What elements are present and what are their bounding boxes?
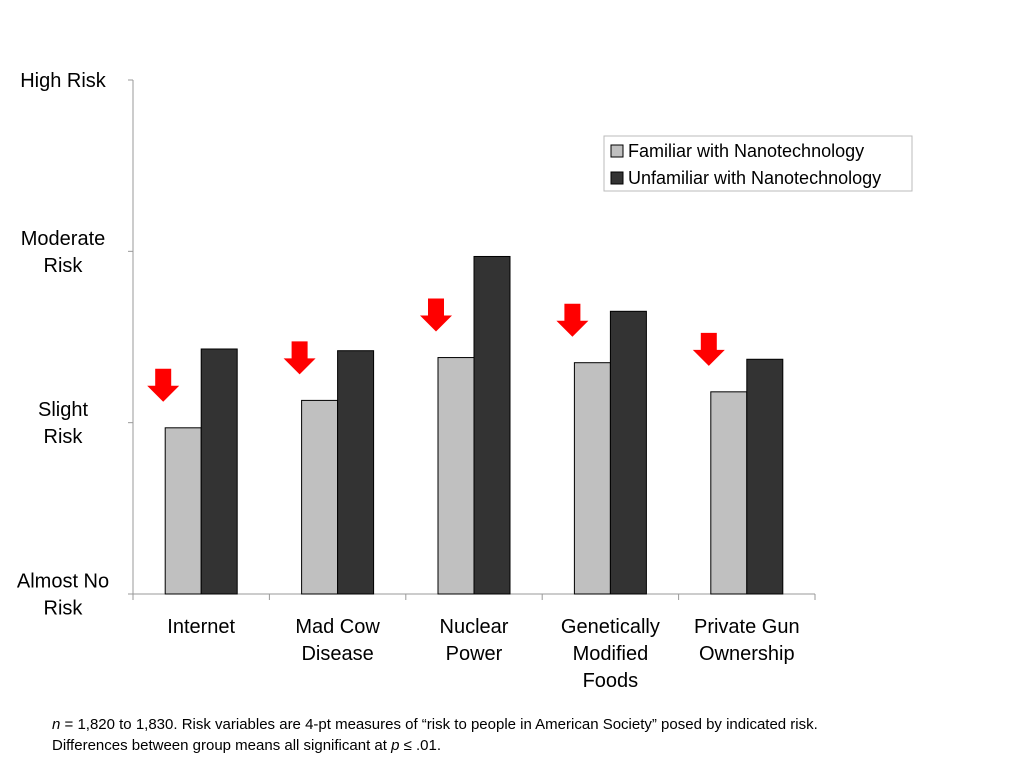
footnote-text-2: ≤ .01. bbox=[399, 737, 442, 754]
bar-unfamiliar bbox=[746, 358, 784, 595]
y-axis-labels: Almost No Risk Slight Risk Moderate Risk High … bbox=[17, 70, 109, 620]
y-tick-label: High Risk bbox=[20, 70, 107, 92]
bar-familiar bbox=[164, 427, 202, 595]
footnote: n = 1,820 to 1,830. Risk variables are 4… bbox=[52, 714, 852, 756]
x-tick-label-line: Nuclear bbox=[440, 616, 509, 638]
down-arrow bbox=[283, 341, 316, 375]
x-tick-label-line: Disease bbox=[301, 643, 373, 665]
x-tick-label: Nuclear Power bbox=[440, 616, 509, 665]
x-tick-label-line: Power bbox=[446, 643, 503, 665]
x-tick-label: Mad Cow Disease bbox=[295, 616, 380, 665]
x-tick-label-line: Foods bbox=[583, 670, 639, 692]
x-tick-label-line: Mad Cow bbox=[295, 616, 380, 638]
y-tick-label: Almost No Risk bbox=[17, 571, 109, 620]
x-tick-label: Private Gun Ownership bbox=[694, 616, 800, 665]
y-tick-label-line: Risk bbox=[44, 426, 84, 448]
down-arrow bbox=[556, 303, 589, 337]
legend-swatch bbox=[610, 144, 624, 158]
x-axis-labels: Internet Mad Cow Disease Nuclear Power Geneti… bbox=[167, 616, 799, 692]
bar-chart: Almost No Risk Slight Risk Moderate Risk High … bbox=[17, 70, 913, 692]
legend-label: Familiar with Nanotechnology bbox=[628, 141, 864, 161]
bar-familiar bbox=[573, 362, 611, 595]
legend-swatch bbox=[610, 171, 624, 185]
bar-unfamiliar bbox=[200, 348, 238, 595]
down-arrow bbox=[692, 332, 725, 366]
y-tick-label-line: Almost No bbox=[17, 571, 109, 593]
y-tick-label-line: Risk bbox=[44, 255, 84, 277]
down-arrow bbox=[420, 298, 452, 332]
x-tick-label-line: Genetically bbox=[561, 616, 660, 638]
y-tick-label-line: Moderate bbox=[21, 228, 106, 250]
bar-familiar bbox=[437, 357, 475, 595]
bar-unfamiliar bbox=[609, 310, 647, 595]
footnote-p-symbol: p bbox=[391, 737, 400, 754]
x-tick-label-line: Private Gun bbox=[694, 616, 800, 638]
y-tick-label: Moderate Risk bbox=[21, 228, 106, 277]
footnote-text-1: = 1,820 to 1,830. Risk variables are 4-p… bbox=[52, 716, 818, 754]
arrows bbox=[147, 298, 725, 402]
y-tick-label-line: Risk bbox=[44, 598, 84, 620]
y-tick-label-line: High Risk bbox=[20, 70, 107, 92]
down-arrow bbox=[147, 368, 180, 402]
legend-label: Unfamiliar with Nanotechnology bbox=[628, 168, 881, 188]
bar-familiar bbox=[710, 391, 748, 595]
y-tick-label: Slight Risk bbox=[38, 399, 88, 448]
x-tick-label: Genetically Modified Foods bbox=[561, 616, 660, 692]
x-tick-label-line: Ownership bbox=[699, 643, 795, 665]
bars bbox=[164, 255, 784, 595]
bar-familiar bbox=[301, 399, 339, 595]
x-tick-label-line: Internet bbox=[167, 616, 235, 638]
bar-unfamiliar bbox=[337, 350, 375, 595]
footnote-n-symbol: n bbox=[52, 716, 61, 733]
x-tick-label: Internet bbox=[167, 616, 235, 638]
y-tick-label-line: Slight bbox=[38, 399, 88, 421]
legend: Familiar with Nanotechnology Unfamiliar w… bbox=[603, 135, 913, 192]
x-tick-label-line: Modified bbox=[573, 643, 649, 665]
legend-box bbox=[603, 135, 913, 192]
bar-unfamiliar bbox=[473, 255, 511, 595]
